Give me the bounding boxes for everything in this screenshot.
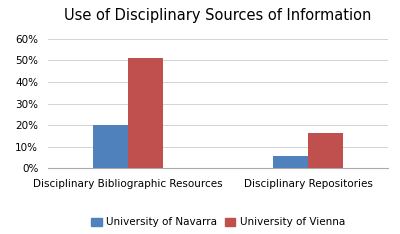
- Bar: [308, 133, 343, 168]
- Legend: University of Navarra, University of Vienna: University of Navarra, University of Vie…: [87, 213, 349, 231]
- Bar: [273, 156, 308, 168]
- Bar: [128, 58, 163, 168]
- Bar: [93, 125, 128, 168]
- Title: Use of Disciplinary Sources of Information: Use of Disciplinary Sources of Informati…: [64, 8, 372, 23]
